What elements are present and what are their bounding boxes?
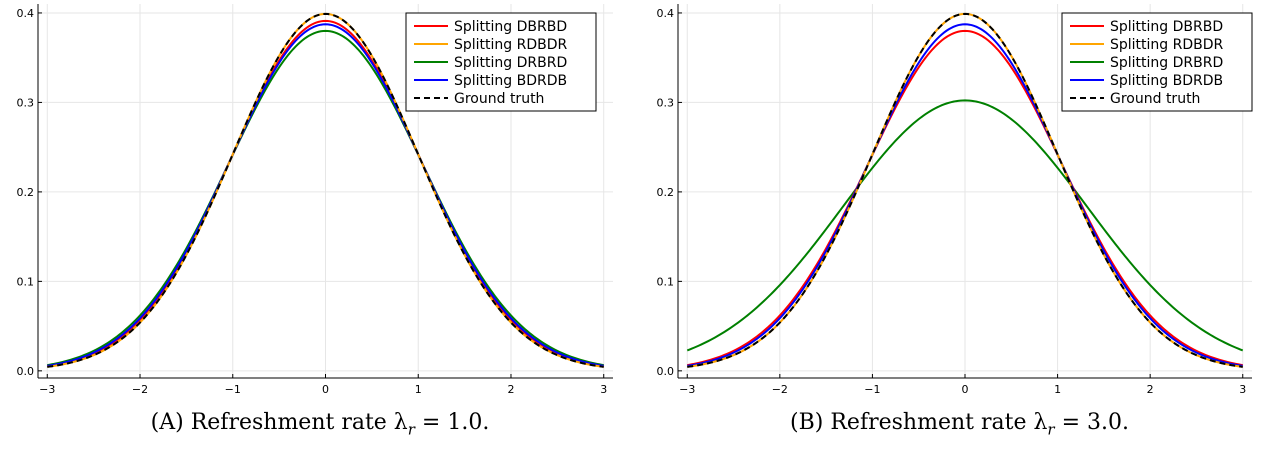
y-tick-label: 0.2 (17, 186, 35, 199)
y-tick-label: 0.4 (17, 7, 35, 20)
x-tick-label: 3 (1239, 383, 1246, 396)
x-tick-label: 2 (1147, 383, 1154, 396)
legend-label: Splitting DRBRD (454, 55, 567, 71)
caption-a-text: Refreshment rate λ (190, 410, 408, 435)
x-tick-label: 0 (962, 383, 969, 396)
y-tick-label: 0.0 (17, 365, 35, 378)
x-tick-label: 2 (507, 383, 514, 396)
series-line-splitting-dbrbd (687, 29, 1243, 367)
caption-a-label: (A) (150, 410, 184, 435)
legend-label: Splitting RDBDR (1110, 37, 1224, 53)
caption-b-label: (B) (790, 410, 824, 435)
chart-a-svg: −3 −2 −1 0 1 2 3 0.0 0.1 0.2 0.3 0.4 Splitting DBRBD… (17, 4, 613, 396)
chart-panel-b: −3 −2 −1 0 1 2 3 0.0 0.1 0.2 0.3 0.4 Splitting DBRBD… (640, 0, 1279, 459)
y-tick-label: 0.2 (657, 186, 675, 199)
y-tick-label: 0.4 (657, 7, 675, 20)
x-tick-label: −2 (772, 383, 788, 396)
caption-b-text: Refreshment rate λ (830, 410, 1048, 435)
y-tick-label: 0.3 (17, 96, 35, 109)
series-line-splitting-bdrdb (687, 23, 1243, 367)
chart-b-svg: −3 −2 −1 0 1 2 3 0.0 0.1 0.2 0.3 0.4 Splitting DBRBD… (657, 4, 1253, 396)
x-tick-label: 1 (415, 383, 422, 396)
series-line-splitting-bdrdb (47, 23, 604, 367)
caption-a: (A) Refreshment rate λr = 1.0. (0, 410, 640, 438)
x-tick-label: −1 (864, 383, 880, 396)
legend-label: Splitting BDRDB (454, 73, 567, 89)
y-tick-label: 0.0 (657, 365, 675, 378)
legend-label: Splitting DRBRD (1110, 55, 1223, 71)
x-tick-label: 3 (600, 383, 607, 396)
y-tick-label: 0.3 (657, 96, 675, 109)
legend-label: Ground truth (1110, 91, 1200, 107)
legend-label: Splitting DBRBD (454, 19, 567, 35)
legend-label: Splitting DBRBD (1110, 19, 1223, 35)
caption-a-value: = 1.0. (414, 410, 490, 435)
x-tick-label: 0 (322, 383, 329, 396)
caption-b-subscript: r (1047, 420, 1055, 439)
series-line-ground-truth (687, 12, 1243, 368)
x-tick-label: −3 (39, 383, 55, 396)
x-tick-label: 1 (1054, 383, 1061, 396)
x-tick-label: −1 (225, 383, 241, 396)
y-tick-label: 0.1 (17, 275, 35, 288)
y-tick-label: 0.1 (657, 275, 675, 288)
caption-b-value: = 3.0. (1054, 410, 1129, 435)
x-tick-label: −3 (679, 383, 695, 396)
legend-label: Ground truth (454, 91, 544, 107)
chart-panel-a: −3 −2 −1 0 1 2 3 0.0 0.1 0.2 0.3 0.4 Splitting DBRBD… (0, 4, 640, 438)
series-line-splitting-drbrd (47, 29, 604, 367)
caption-a-subscript: r (407, 420, 415, 439)
legend-label: Splitting RDBDR (454, 37, 568, 53)
x-tick-label: −2 (132, 383, 148, 396)
series-line-ground-truth (47, 12, 604, 368)
legend-label: Splitting BDRDB (1110, 73, 1223, 89)
caption-b: (B) Refreshment rate λr = 3.0. (640, 410, 1279, 438)
series-line-splitting-drbrd (686, 99, 1244, 352)
